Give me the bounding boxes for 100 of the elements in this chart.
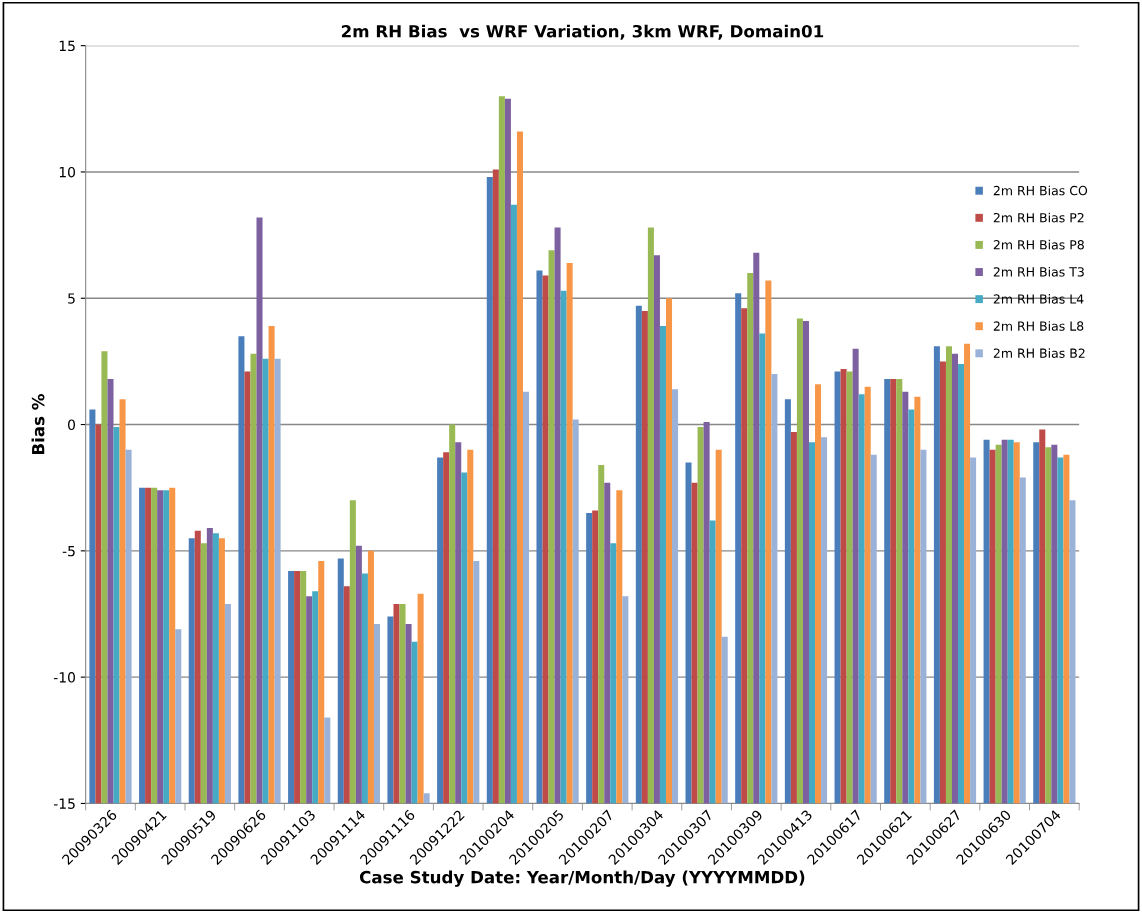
y-tick-label: 0 (68, 419, 76, 431)
bar (790, 432, 797, 804)
bar (256, 217, 263, 804)
bar (516, 131, 523, 804)
bar (188, 538, 195, 804)
bar (411, 641, 418, 804)
bar (808, 442, 816, 804)
bar (139, 487, 146, 804)
bar (995, 444, 1002, 804)
bar (989, 449, 996, 804)
bar (107, 379, 114, 804)
bar (641, 310, 648, 804)
bar (703, 422, 710, 804)
bar (536, 270, 543, 804)
bar (288, 571, 295, 804)
bar (939, 361, 946, 804)
y-tick-label: -15 (53, 798, 75, 809)
bar (554, 227, 561, 804)
bar (486, 177, 493, 804)
bar (467, 449, 474, 804)
bar (250, 353, 257, 804)
bar (443, 452, 450, 804)
bar (896, 379, 903, 804)
bar (244, 371, 251, 804)
bar (672, 389, 679, 804)
bar (659, 326, 666, 804)
bar (815, 384, 822, 804)
bar (771, 374, 778, 804)
bar (300, 571, 307, 804)
bar (163, 490, 170, 804)
bar (1013, 442, 1020, 804)
bar (622, 596, 629, 804)
bar (423, 793, 430, 804)
bar (715, 449, 722, 804)
y-axis-title: Bias % (31, 394, 45, 455)
bar (387, 616, 394, 804)
bar (542, 275, 549, 804)
bar (586, 512, 593, 804)
bar (343, 586, 350, 804)
bar (522, 391, 530, 804)
bar (566, 262, 573, 804)
bar (194, 530, 201, 804)
bar (504, 98, 511, 804)
bar (983, 439, 990, 804)
bar (262, 358, 269, 804)
bar (393, 603, 400, 804)
bar (238, 336, 245, 804)
bar (858, 394, 865, 804)
bar (958, 363, 965, 804)
y-tick-label: -10 (53, 672, 76, 683)
bar (920, 449, 927, 804)
bar (268, 326, 275, 804)
bar (125, 449, 132, 804)
bar (119, 399, 126, 804)
bar (802, 320, 809, 804)
bar (604, 482, 611, 804)
bar (653, 255, 660, 804)
bar (697, 427, 704, 804)
bar (1057, 457, 1064, 804)
bar (616, 490, 623, 804)
bar (449, 424, 456, 804)
bar (753, 252, 760, 804)
bar (349, 500, 356, 804)
x-axis-title: Case Study Date: Year/Month/Day (YYYYMMDD) (359, 870, 805, 887)
bar (572, 419, 579, 804)
bar (560, 290, 567, 804)
bar (373, 624, 380, 804)
bar (399, 603, 406, 804)
y-tick-label: 10 (59, 166, 76, 178)
bar (145, 487, 152, 804)
bar (417, 593, 424, 804)
y-tick-label: 15 (59, 40, 75, 52)
bar (821, 437, 828, 804)
bar (1019, 477, 1026, 804)
bar (498, 96, 505, 804)
bar (864, 386, 871, 804)
legend-label: 2m RH Bias P8 (993, 239, 1084, 250)
bar (908, 409, 915, 804)
legend-label: 2m RH Bias P2 (993, 212, 1084, 223)
bar (1007, 439, 1014, 804)
bar (437, 457, 444, 804)
bar (337, 558, 344, 804)
legend-label: 2m RH Bias B2 (993, 348, 1085, 358)
bar (224, 603, 231, 804)
bar (951, 353, 959, 804)
legend-label: 2m RH Bias CO (993, 185, 1088, 196)
bar (312, 591, 319, 804)
bar (933, 346, 940, 804)
bar (1063, 454, 1070, 804)
bar (685, 462, 692, 804)
bar (218, 538, 225, 804)
bar (890, 379, 897, 804)
bar (902, 391, 909, 804)
y-tick-label: -5 (62, 545, 75, 557)
bar (852, 348, 859, 804)
bar (101, 351, 108, 804)
bar (759, 333, 766, 804)
legend-label: 2m RH Bias T3 (993, 266, 1084, 277)
bar (461, 472, 468, 804)
bar (361, 573, 368, 804)
